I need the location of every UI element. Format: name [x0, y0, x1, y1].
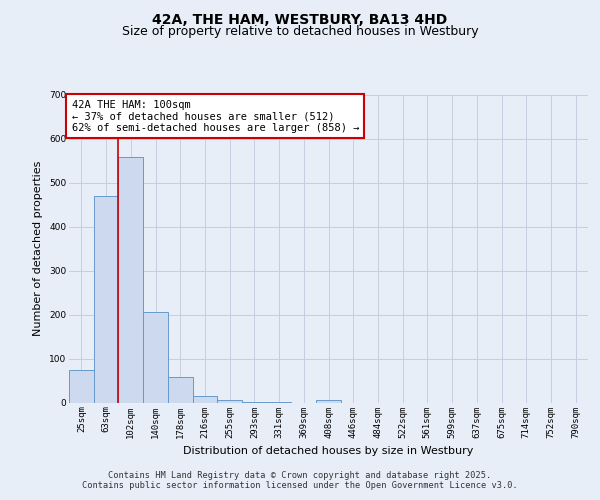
Bar: [118, 156, 143, 402]
Text: Contains HM Land Registry data © Crown copyright and database right 2025.
Contai: Contains HM Land Registry data © Crown c…: [82, 471, 518, 490]
Text: 42A THE HAM: 100sqm
← 37% of detached houses are smaller (512)
62% of semi-detac: 42A THE HAM: 100sqm ← 37% of detached ho…: [71, 100, 359, 133]
Y-axis label: Number of detached properties: Number of detached properties: [34, 161, 43, 336]
Text: Size of property relative to detached houses in Westbury: Size of property relative to detached ho…: [122, 25, 478, 38]
Bar: [69, 370, 94, 402]
Bar: [168, 378, 193, 402]
Bar: [316, 400, 341, 402]
Bar: [143, 312, 168, 402]
Bar: [94, 196, 118, 402]
Text: 42A, THE HAM, WESTBURY, BA13 4HD: 42A, THE HAM, WESTBURY, BA13 4HD: [152, 12, 448, 26]
Bar: [193, 396, 217, 402]
X-axis label: Distribution of detached houses by size in Westbury: Distribution of detached houses by size …: [184, 446, 473, 456]
Bar: [217, 400, 242, 402]
